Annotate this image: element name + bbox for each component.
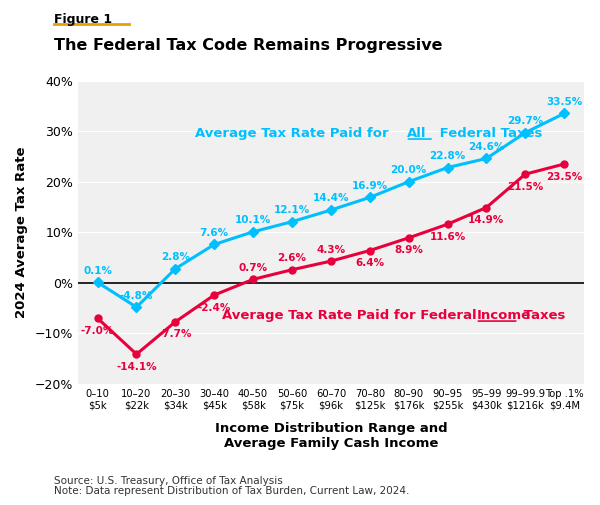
Text: -14.1%: -14.1%	[116, 362, 157, 372]
Text: Note: Data represent Distribution of Tax Burden, Current Law, 2024.: Note: Data represent Distribution of Tax…	[54, 486, 409, 496]
Text: 14.4%: 14.4%	[313, 193, 349, 204]
Text: 6.4%: 6.4%	[355, 258, 385, 268]
Text: 20.0%: 20.0%	[391, 165, 427, 175]
Text: Average Tax Rate Paid for Federal: Average Tax Rate Paid for Federal	[222, 309, 481, 322]
Text: 10.1%: 10.1%	[235, 215, 271, 225]
Text: 33.5%: 33.5%	[546, 97, 582, 107]
Text: 29.7%: 29.7%	[507, 116, 544, 126]
Text: Figure 1: Figure 1	[54, 13, 112, 26]
Text: 22.8%: 22.8%	[430, 151, 466, 161]
Text: Source: U.S. Treasury, Office of Tax Analysis: Source: U.S. Treasury, Office of Tax Ana…	[54, 476, 283, 486]
Text: The Federal Tax Code Remains Progressive: The Federal Tax Code Remains Progressive	[54, 38, 443, 53]
Text: 23.5%: 23.5%	[546, 172, 582, 182]
Text: 21.5%: 21.5%	[507, 182, 544, 192]
Text: 0.1%: 0.1%	[83, 266, 112, 276]
Text: -7.0%: -7.0%	[81, 326, 115, 336]
Y-axis label: 2024 Average Tax Rate: 2024 Average Tax Rate	[15, 146, 28, 318]
Text: Income: Income	[476, 309, 531, 322]
Text: Average Tax Rate Paid for: Average Tax Rate Paid for	[195, 127, 393, 140]
Text: Federal Taxes: Federal Taxes	[434, 127, 542, 140]
Text: -2.4%: -2.4%	[197, 302, 231, 313]
Text: 7.6%: 7.6%	[200, 228, 229, 238]
X-axis label: Income Distribution Range and
Average Family Cash Income: Income Distribution Range and Average Fa…	[215, 422, 447, 449]
Text: 16.9%: 16.9%	[352, 181, 388, 191]
Text: -4.8%: -4.8%	[120, 290, 153, 300]
Text: -7.7%: -7.7%	[158, 329, 192, 339]
Text: 24.6%: 24.6%	[468, 142, 505, 152]
Text: 2.6%: 2.6%	[278, 253, 307, 263]
Text: Taxes: Taxes	[520, 309, 566, 322]
Text: 11.6%: 11.6%	[430, 232, 466, 242]
Text: 12.1%: 12.1%	[274, 205, 310, 215]
Text: 2.8%: 2.8%	[161, 252, 190, 262]
Text: All: All	[407, 127, 426, 140]
Text: 4.3%: 4.3%	[316, 244, 346, 255]
Text: 0.7%: 0.7%	[239, 263, 268, 273]
Text: 14.9%: 14.9%	[468, 215, 505, 225]
Text: 8.9%: 8.9%	[394, 245, 423, 256]
